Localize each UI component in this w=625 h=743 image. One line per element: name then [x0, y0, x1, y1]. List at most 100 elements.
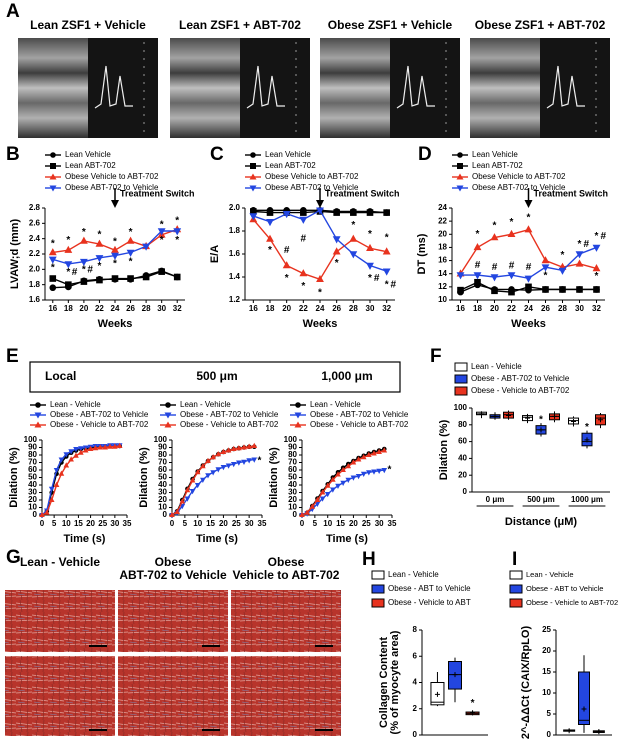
legend-swatch: [371, 584, 385, 594]
marker: [68, 449, 74, 455]
mean-marker: [571, 418, 576, 424]
y-tick-label: 1.6: [29, 295, 41, 304]
marker: [319, 496, 326, 502]
y-tick-label: 20: [158, 495, 167, 504]
legend-marker: [164, 421, 172, 428]
x-tick-label: 35: [388, 519, 397, 528]
annotation: *: [268, 245, 272, 256]
marker: [473, 243, 482, 251]
annotation: *: [595, 231, 599, 242]
annotation: *: [82, 227, 86, 238]
marker: [473, 272, 482, 280]
annotation: *: [510, 217, 514, 228]
legend-swatch: [371, 570, 385, 580]
legend-marker: [35, 402, 41, 408]
legend-marker: [456, 185, 464, 192]
x-axis-label: Time (s): [326, 533, 368, 545]
marker: [249, 213, 258, 221]
mean-marker: [506, 413, 511, 419]
legend-marker: [50, 163, 56, 169]
marker: [382, 247, 391, 255]
marker: [102, 444, 108, 450]
y-tick-label: 10: [288, 503, 297, 512]
annotation: *: [385, 280, 389, 291]
legend-marker: [50, 152, 56, 158]
x-axis-label: Time (s): [196, 533, 238, 545]
image-title: Obese ZSF1 + Vehicle: [328, 18, 453, 32]
annotation: *: [385, 233, 389, 244]
annotation: #: [475, 260, 481, 271]
x-tick-label: 30: [110, 519, 119, 528]
y-tick-label: 2.4: [29, 234, 41, 243]
annotation: #: [391, 280, 397, 291]
marker: [44, 509, 50, 515]
marker: [360, 454, 367, 460]
annotation: *: [351, 220, 355, 231]
marker: [65, 281, 72, 288]
x-tick-label: 24: [111, 304, 120, 313]
marker: [179, 498, 186, 504]
y-tick-label: 12: [438, 282, 447, 291]
annotation: *: [113, 236, 117, 247]
y-tick-label: 0: [163, 510, 168, 519]
marker: [49, 284, 57, 292]
y-tick-label: 1.8: [29, 280, 41, 289]
y-axis-label: (% of myocyte area): [389, 630, 401, 734]
marker: [142, 273, 150, 281]
y-tick-label: 90: [28, 443, 37, 452]
marker: [366, 243, 374, 251]
annotation: #: [72, 267, 78, 278]
x-tick-label: 5: [313, 519, 318, 528]
x-tick-label: 18: [473, 304, 482, 313]
marker: [350, 475, 357, 481]
marker: [575, 251, 584, 259]
annotation: *: [129, 256, 133, 267]
m-mode: [170, 38, 240, 138]
annotation: #: [301, 234, 307, 245]
x-tick-label: 25: [362, 519, 371, 528]
marker: [58, 470, 65, 476]
legend-label: Obese Vehicle to ABT-702: [472, 172, 566, 181]
marker: [300, 209, 307, 216]
x-tick-label: 16: [48, 304, 57, 313]
x-tick-label: 20: [490, 304, 499, 313]
legend-label: Lean - Vehicle: [310, 400, 361, 409]
marker: [68, 456, 74, 462]
marker: [48, 248, 57, 256]
marker: [48, 486, 55, 492]
marker: [383, 209, 390, 216]
annotation: *: [387, 465, 391, 476]
annotation: *: [476, 229, 480, 240]
y-tick-label: 40: [158, 480, 167, 489]
marker: [332, 236, 341, 244]
marker: [366, 209, 374, 216]
histology-image: [231, 590, 341, 652]
x-tick-label: 22: [507, 304, 516, 313]
marker: [349, 234, 358, 242]
panel-label: E: [6, 346, 19, 367]
annotation: *: [113, 259, 117, 270]
marker: [355, 456, 362, 462]
switch-arrow-head: [111, 200, 119, 208]
x-axis-label: Weeks: [98, 318, 133, 330]
column-title: Local: [45, 369, 76, 383]
x-tick-label: 5: [183, 519, 188, 528]
annotation: #: [601, 231, 607, 242]
legend-swatch: [371, 598, 385, 608]
marker: [299, 216, 308, 224]
legend-label: Lean - Vehicle: [388, 570, 439, 579]
marker: [92, 445, 99, 451]
series-line: [171, 458, 255, 516]
mean-marker: [434, 691, 440, 697]
annotation: *: [539, 414, 543, 425]
marker: [111, 275, 119, 282]
legend-marker: [34, 412, 42, 419]
y-tick-label: 60: [28, 465, 37, 474]
annotation: *: [335, 258, 339, 269]
annotation: #: [584, 239, 590, 250]
marker: [340, 480, 346, 486]
marker: [39, 511, 45, 517]
marker: [541, 256, 550, 264]
marker: [73, 447, 79, 453]
marker: [324, 492, 331, 498]
